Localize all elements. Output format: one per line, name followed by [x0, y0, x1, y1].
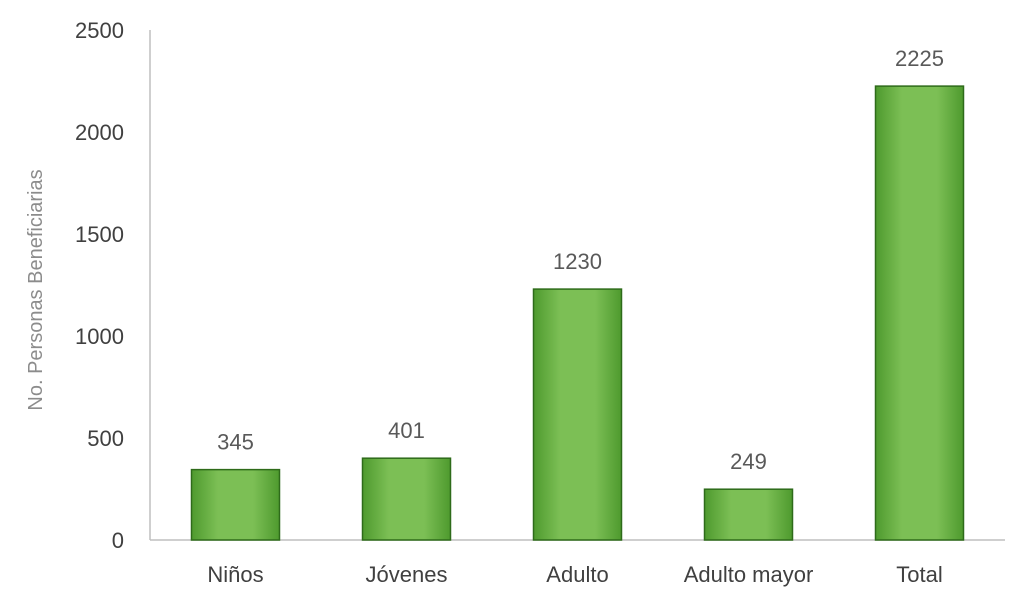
x-tick-label: Niños	[207, 562, 263, 587]
x-tick-label: Total	[896, 562, 942, 587]
y-tick-label: 0	[112, 528, 124, 553]
y-tick-label: 2000	[75, 120, 124, 145]
x-tick-label: Jóvenes	[366, 562, 448, 587]
y-tick-label: 1000	[75, 324, 124, 349]
data-labels-group: 345 401 1230 249 2225	[217, 46, 944, 474]
y-tick-label: 2500	[75, 18, 124, 43]
bar	[874, 85, 965, 541]
x-tick-label: Adulto mayor	[684, 562, 814, 587]
data-label: 1230	[553, 249, 602, 274]
x-tick-label: Adulto	[546, 562, 608, 587]
bar	[361, 457, 452, 541]
y-axis-title: No. Personas Beneficiarias	[25, 169, 47, 410]
y-tick-label: 1500	[75, 222, 124, 247]
data-label: 401	[388, 418, 425, 443]
bar	[703, 488, 794, 541]
data-label: 345	[217, 430, 254, 455]
bar	[190, 468, 281, 541]
data-label: 249	[730, 449, 767, 474]
y-axis-ticks: 0 500 1000 1500 2000 2500	[75, 18, 124, 553]
category-labels-group: Niños Jóvenes Adulto Adulto mayor Total	[207, 562, 942, 587]
bar	[532, 288, 623, 541]
y-tick-label: 500	[87, 426, 124, 451]
bars-group	[190, 85, 965, 541]
data-label: 2225	[895, 46, 944, 71]
